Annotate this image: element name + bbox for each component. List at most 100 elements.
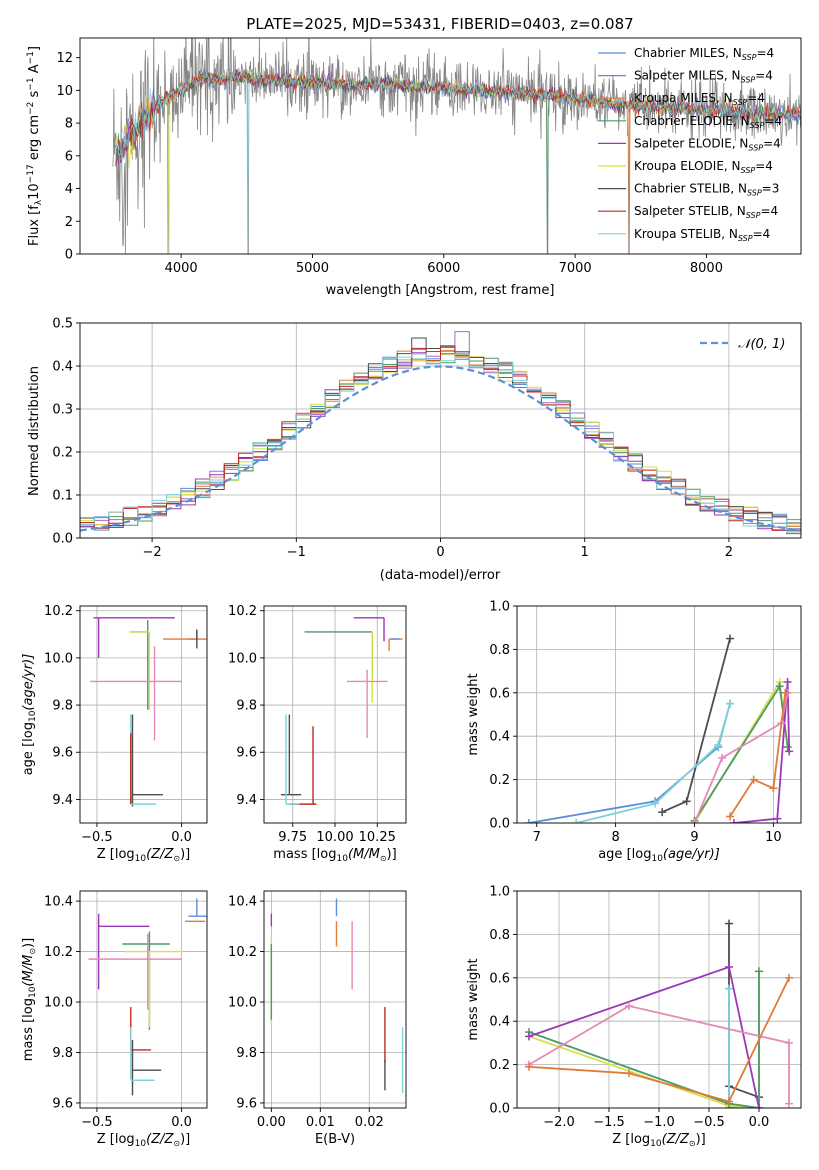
age-metallicity-chart-frame [79, 605, 208, 824]
y-tick-label: 1.0 [489, 600, 510, 615]
mass-extinction-chart: 0.00 0.01 0.02 9.6 9.8 10.0 10.2 10.4 [228, 890, 407, 1130]
data-point [124, 950, 184, 1028]
x-tick-label: −0.5 [81, 830, 113, 845]
x-tick-label: 10.00 [316, 830, 353, 845]
mass-weight-line-salpeter-elodie [528, 965, 760, 1108]
y-tick-label: 10.2 [228, 604, 257, 619]
mass-weight-marker [773, 814, 782, 823]
chart-title: PLATE=2025, MJD=53431, FIBERID=0403, z=0… [246, 15, 633, 33]
mass-weight-metallicity-chart-frame [516, 890, 802, 1109]
mass-weight-marker [783, 743, 792, 752]
y-tick-label: 10.4 [44, 895, 73, 910]
data-point [97, 913, 150, 990]
y-tick-label: 4 [65, 182, 73, 197]
y-tick-label: 2 [65, 215, 73, 230]
mass-weight-marker [524, 819, 533, 823]
y-tick-label: 10.4 [228, 895, 257, 910]
residuals-chart: −2 −1 0 1 2 0.0 0.1 0.2 0.3 0.4 0.5 [52, 317, 802, 560]
data-point [88, 933, 182, 1010]
mass-weight-marker [725, 962, 733, 971]
x-tick-label: −2 [143, 545, 162, 560]
x-tick-label: 0.0 [171, 1115, 192, 1130]
mass-weight-line-kroupa-miles [528, 977, 790, 1103]
mass-weight-marker [726, 634, 734, 643]
mass-weight-metallicity-chart: −2.0 −1.5 −1.0 −0.5 0.0 0.0 0.2 0.4 0.6 0.8 1.0 [489, 885, 802, 1130]
y-tick-label: 0.6 [489, 971, 510, 986]
y-tick-label: 9.8 [52, 699, 73, 714]
data-point [131, 1039, 162, 1096]
x-tick-label: 0.00 [257, 1115, 286, 1130]
y-axis-label: Flux [fλ10−17 erg cm−2 s−1 A−1] [26, 46, 44, 246]
y-axis-label: mass weight [466, 958, 481, 1040]
mass-weight-line-kroupa-stelib [575, 703, 731, 823]
mass-metallicity-chart-frame [79, 890, 208, 1109]
y-tick-label: 0.0 [489, 817, 510, 832]
mass-weight-marker [769, 784, 778, 793]
data-point [129, 631, 151, 710]
x-tick-label: 9.75 [278, 830, 307, 845]
y-tick-label: 0.8 [489, 928, 510, 943]
mass-weight-marker [755, 1104, 763, 1108]
y-tick-label: 9.6 [52, 1096, 73, 1111]
mass-weight-marker [572, 819, 581, 823]
mass-weight-marker [781, 688, 790, 697]
age-metallicity-chart: −0.5 0.0 9.4 9.6 9.8 10.0 10.2 [44, 604, 208, 845]
y-tick-label: 10.2 [44, 604, 73, 619]
spectrum-legend: Chabrier MILES, NSSP=4 Salpeter MILES, NS… [598, 46, 782, 243]
mass-weight-metallicity-chart-plot-area [525, 919, 793, 1108]
mass-weight-marker [651, 799, 660, 808]
y-tick-label: 0.3 [52, 403, 73, 418]
y-tick-label: 0.1 [52, 489, 73, 504]
x-tick-label: 7 [533, 830, 541, 845]
mass-weight-line-chabrier-elodie [528, 971, 760, 1108]
x-tick-label: −1.5 [593, 1115, 625, 1130]
data-point [93, 617, 175, 658]
y-tick-label: 10.0 [228, 996, 257, 1011]
residuals-legend: 𝒩(0, 1) [700, 337, 785, 352]
x-tick-label: −2.0 [543, 1115, 575, 1130]
y-tick-label: 10 [56, 84, 73, 99]
data-point [188, 898, 207, 917]
data-point [304, 631, 373, 680]
mass-weight-marker [690, 819, 699, 823]
normal-curve [80, 365, 801, 532]
y-tick-label: 10.2 [44, 945, 73, 960]
legend-entry: Kroupa STELIB, NSSP=4 [634, 227, 770, 243]
x-tick-label: 8 [611, 830, 619, 845]
data-point [346, 669, 388, 739]
y-tick-label: 0.2 [489, 1058, 510, 1073]
legend-entry: Kroupa ELODIE, NSSP=4 [634, 159, 773, 175]
x-tick-label: 7000 [559, 261, 592, 276]
y-tick-label: 9.4 [236, 793, 257, 808]
y-axis-label: Normed distribution [27, 366, 42, 496]
x-axis-label: Z [log10(Z/Z⊙)] [97, 1132, 191, 1149]
data-point [285, 714, 300, 805]
age-metallicity-chart-plot-area [90, 617, 207, 807]
y-tick-label: 10.2 [228, 945, 257, 960]
mass-weight-marker [726, 699, 734, 708]
x-axis-label: wavelength [Angstrom, rest frame] [326, 283, 555, 298]
x-tick-label: 1 [581, 545, 589, 560]
x-tick-label: 9 [690, 830, 698, 845]
y-axis-label: mass [log10(M/M⊙)] [21, 938, 38, 1061]
spectrum-chart-frame [79, 37, 802, 255]
x-tick-label: 5000 [296, 261, 329, 276]
data-point [90, 646, 182, 741]
mass-weight-marker [625, 1069, 633, 1078]
age-mass-chart-frame [263, 605, 407, 824]
x-tick-label: 10 [765, 830, 782, 845]
mass-weight-marker [729, 819, 738, 823]
spectrum-line-kroupa-stelib [115, 69, 801, 254]
mass-weight-line-pink [693, 692, 789, 823]
y-tick-label: 10.0 [228, 651, 257, 666]
mass-extinction-chart-frame [263, 890, 407, 1109]
mass-weight-marker [725, 1097, 733, 1106]
mass-weight-age-chart: 7 8 9 10 0.0 0.2 0.4 0.6 0.8 1.0 [489, 600, 802, 845]
x-tick-label: 0.01 [306, 1115, 335, 1130]
data-point [130, 714, 157, 805]
histogram-kroupa-stelib [80, 353, 801, 535]
mass-weight-marker [725, 919, 733, 928]
mass-weight-marker [525, 1062, 533, 1071]
mass-weight-age-chart-frame [516, 605, 802, 824]
y-tick-label: 9.6 [236, 746, 257, 761]
